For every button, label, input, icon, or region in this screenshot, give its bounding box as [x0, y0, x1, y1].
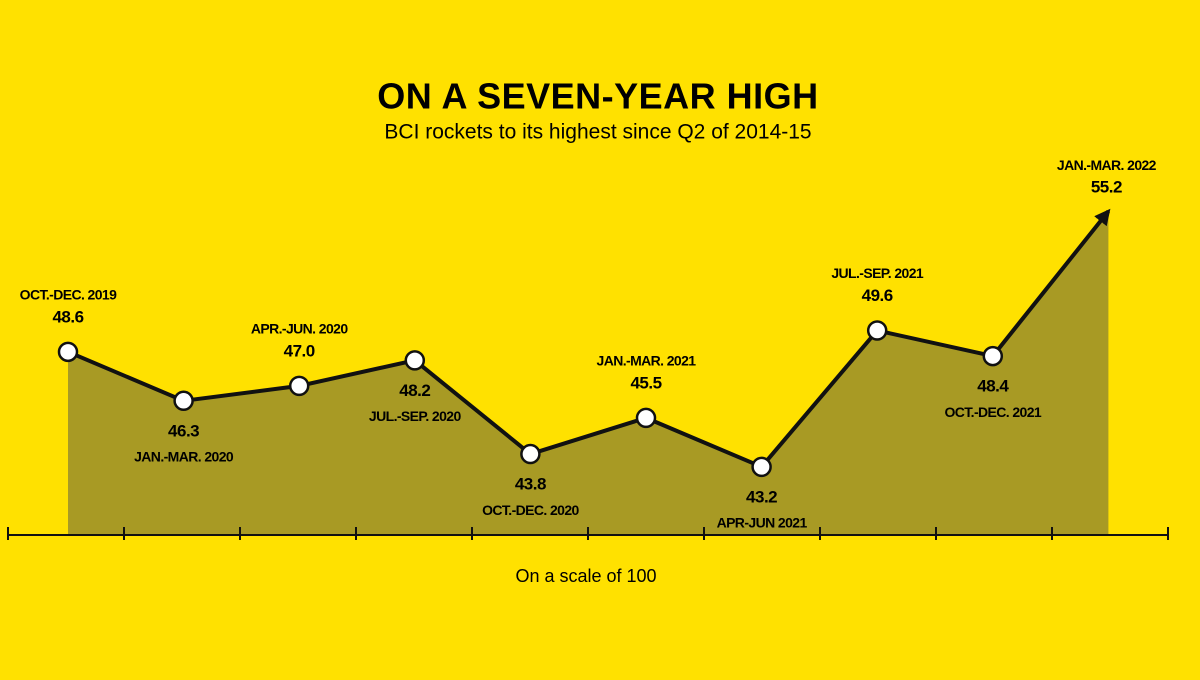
point [404, 350, 426, 371]
category-label: JAN.-MAR. 2020 [134, 449, 234, 465]
point [288, 375, 310, 397]
line [67, 208, 1111, 469]
chart-subtitle: BCI rockets to its highest since Q2 of 2… [384, 121, 811, 144]
category-label: OCT.-DEC. 2020 [482, 502, 579, 518]
category-label: JUL.-SEP. 2020 [369, 408, 462, 424]
area [68, 211, 1109, 536]
category-label: OCT.-DEC. 2019 [20, 287, 117, 303]
value-label: 49.6 [862, 286, 893, 305]
value-label: 48.6 [52, 307, 83, 326]
point [57, 341, 79, 363]
value-label: 55.2 [1091, 178, 1122, 197]
point [635, 407, 657, 429]
value-label: 47.0 [284, 341, 315, 360]
point [520, 443, 541, 465]
category-label: JUL.-SEP. 2021 [831, 265, 924, 281]
value-label: 43.8 [515, 475, 546, 494]
category-label: JAN.-MAR. 2022 [1057, 157, 1157, 173]
point [173, 390, 194, 412]
note: On a scale of 100 [515, 566, 656, 586]
value-label: 48.2 [399, 381, 430, 400]
category-label: JAN.-MAR. 2021 [597, 353, 697, 369]
point [982, 345, 1004, 367]
point [751, 456, 772, 478]
category-label: OCT.-DEC. 2021 [944, 404, 1041, 420]
value-label: 46.3 [168, 421, 199, 440]
value-label: 43.2 [746, 487, 777, 506]
value-label: 48.4 [977, 377, 1009, 396]
point [866, 320, 888, 341]
category-label: APR-JUN 2021 [717, 515, 808, 531]
category-label: APR.-JUN. 2020 [251, 321, 348, 337]
value-label: 45.5 [630, 373, 661, 392]
chart-title: ON A SEVEN-YEAR HIGH [377, 76, 818, 117]
